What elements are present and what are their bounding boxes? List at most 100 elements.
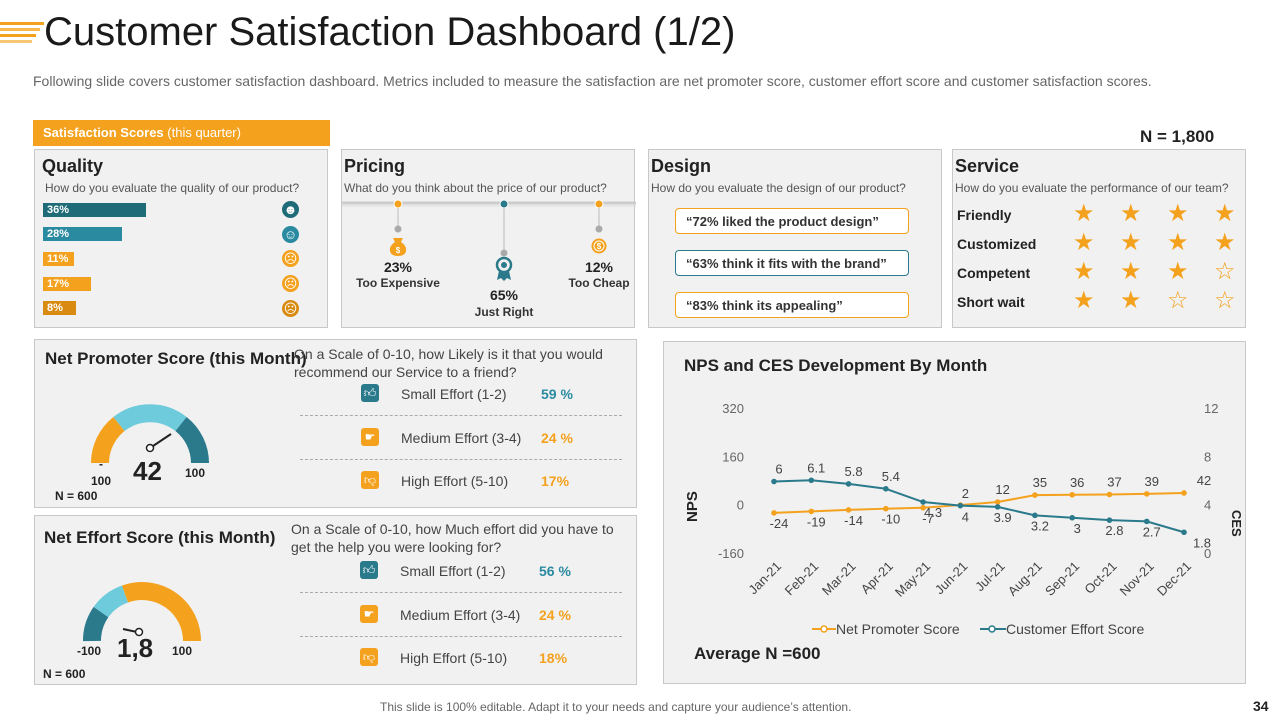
effort-value: 24 % — [539, 606, 571, 623]
chart-panel: NPS and CES Development By Month 320 160 0… — [663, 341, 1246, 684]
data-label-ces: 3.9 — [994, 510, 1012, 525]
hand-point-icon: ☛ — [360, 604, 378, 623]
design-panel: Design How do you evaluate the design of… — [648, 149, 942, 328]
data-point — [920, 504, 926, 511]
nps-n: N = 600 — [55, 489, 98, 503]
y-tick-left: -160 — [718, 546, 744, 561]
data-label-ces: 2.8 — [1105, 523, 1123, 538]
x-tick-label: Dec-21 — [1154, 559, 1194, 599]
data-point — [1032, 492, 1038, 498]
service-question: How do you evaluate the performance of o… — [955, 181, 1229, 195]
data-label-nps: -14 — [844, 513, 863, 528]
legend-marker-ces — [988, 625, 996, 633]
thumbs-down-icon: 👎︎ — [361, 471, 379, 489]
pricing-panel: Pricing What do you think about the pric… — [341, 149, 636, 328]
design-quote: “83% think its appealing” — [675, 292, 909, 318]
data-label-ces: 1.8 — [1193, 535, 1211, 550]
star-empty-icon: ☆ — [1214, 258, 1236, 285]
data-point — [771, 478, 777, 485]
sample-size: N = 1,800 — [1140, 127, 1215, 146]
x-tick-label: Jul-21 — [972, 559, 1008, 595]
effort-value: 17% — [541, 473, 570, 489]
data-label-nps: 37 — [1107, 474, 1121, 489]
quality-bar: 17% — [43, 277, 91, 291]
star-filled-icon: ★ — [1167, 200, 1189, 227]
series-line-ces — [773, 479, 1185, 534]
pricing-label: Too Expensive — [356, 276, 440, 290]
data-label-nps: -24 — [770, 516, 789, 531]
legend-marker-nps — [820, 625, 828, 633]
nps-value: 42 — [133, 456, 162, 486]
x-tick-label: Sep-21 — [1042, 559, 1082, 599]
star-filled-icon: ★ — [1073, 287, 1095, 314]
svg-text:$: $ — [396, 246, 401, 255]
quality-bar: 28% — [43, 227, 122, 241]
pricing-label: Too Cheap — [568, 276, 630, 290]
x-tick-label: Mar-21 — [819, 559, 859, 599]
section-tag-light: (this quarter) — [163, 125, 241, 140]
data-point — [845, 507, 852, 513]
data-point — [808, 477, 815, 484]
data-label-ces: 4.3 — [924, 505, 942, 520]
nps-min-top: - — [99, 457, 103, 471]
title-decoration — [0, 22, 44, 52]
x-tick-label: Feb-21 — [782, 559, 822, 599]
data-point — [883, 485, 889, 492]
laugh-face-icon: ☻ — [282, 201, 299, 218]
divider — [300, 458, 622, 460]
effort-value: 18% — [539, 650, 568, 666]
service-title: Service — [955, 156, 1020, 176]
data-label-nps: 12 — [995, 482, 1009, 497]
coin-icon: $ — [591, 238, 607, 254]
data-label-ces: 3 — [1074, 521, 1081, 536]
y-axis-label-right: CES — [1229, 510, 1244, 537]
pricing-label: Just Right — [474, 305, 534, 319]
data-point — [808, 508, 815, 515]
data-point — [1143, 491, 1150, 497]
chart-footnote: Average N =600 — [694, 644, 821, 663]
data-label-ces: 5.4 — [882, 469, 900, 484]
y-tick-right: 4 — [1204, 498, 1211, 513]
service-row-label: Friendly — [957, 207, 1012, 223]
star-empty-icon: ☆ — [1214, 287, 1236, 314]
nps-min: 100 — [91, 474, 112, 488]
neutral-face-icon: ☹ — [282, 250, 299, 267]
nps-gauge — [91, 404, 209, 464]
data-label-ces: 5.8 — [845, 464, 863, 479]
divider — [300, 592, 622, 593]
svg-text:$: $ — [597, 242, 602, 251]
effort-label: Medium Effort (3-4) — [401, 429, 522, 446]
thumbs-up-icon: 👍︎ — [360, 561, 378, 579]
x-tick-label: Jun-21 — [932, 559, 971, 598]
legend-label-nps: Net Promoter Score — [836, 621, 960, 637]
y-tick-right: 0 — [1204, 546, 1211, 561]
design-title: Design — [651, 156, 712, 176]
y-axis-label-left: NPS — [684, 491, 701, 522]
divider — [300, 635, 622, 637]
section-tag-bold: Satisfaction Scores — [43, 125, 164, 140]
quality-panel: Quality How do you evaluate the quality … — [34, 149, 328, 328]
data-label-ces: 6.1 — [807, 460, 825, 475]
effort-value: 24 % — [541, 429, 573, 446]
data-point — [1106, 517, 1113, 523]
quality-title: Quality — [42, 156, 104, 176]
data-label-ces: 3.2 — [1031, 518, 1049, 533]
data-label-nps: -7 — [922, 511, 934, 526]
page-title: Customer Satisfaction Dashboard (1/2) — [44, 10, 736, 54]
chart-title: NPS and CES Development By Month — [684, 356, 988, 375]
data-point — [883, 505, 889, 512]
smile-face-icon: ☺ — [282, 226, 299, 243]
x-tick-label: Nov-21 — [1117, 559, 1157, 599]
effort-label: Medium Effort (3-4) — [400, 606, 521, 623]
data-point — [1069, 514, 1075, 521]
effort-label: High Effort (5-10) — [401, 473, 509, 489]
star-filled-icon: ★ — [1073, 200, 1095, 227]
pricing-question: What do you think about the price of our… — [344, 181, 607, 195]
star-filled-icon: ★ — [1167, 258, 1189, 285]
star-filled-icon: ★ — [1120, 200, 1142, 227]
quality-bar: 8% — [43, 301, 76, 315]
star-filled-icon: ★ — [1073, 258, 1095, 285]
nes-n: N = 600 — [43, 667, 86, 681]
x-tick-label: Jan-21 — [745, 559, 784, 598]
data-label-nps: 2 — [962, 486, 969, 501]
